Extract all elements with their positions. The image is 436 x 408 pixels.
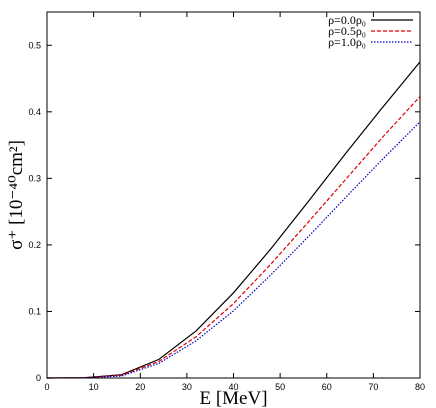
y-axis-label: σ⁺ [10⁻⁴⁰cm²] <box>6 140 27 250</box>
x-tick-label: 70 <box>368 382 378 392</box>
x-tick-label: 40 <box>228 382 238 392</box>
series-line-3 <box>46 121 421 379</box>
plot-frame <box>46 11 421 379</box>
y-tick-label: 0.4 <box>28 107 41 117</box>
series-layer <box>46 61 421 379</box>
y-tick-label: 0.1 <box>28 306 41 316</box>
y-tick-label: 0 <box>36 373 41 383</box>
x-tick-label: 30 <box>182 382 192 392</box>
series-line-1 <box>46 61 421 379</box>
y-tick-label: 0.5 <box>28 40 41 50</box>
x-tick-label: 60 <box>322 382 332 392</box>
legend-label-2: ρ=0.5ρ₀ <box>328 24 366 38</box>
legend-label-1: ρ=0.0ρ₀ <box>328 13 366 27</box>
x-tick-label: 0 <box>44 382 49 392</box>
y-tick-label: 0.3 <box>28 173 41 183</box>
legend-label-3: ρ=1.0ρ₀ <box>328 35 366 49</box>
series-line-2 <box>46 96 421 379</box>
x-tick-label: 50 <box>275 382 285 392</box>
x-axis-label: E [MeV] <box>199 388 267 408</box>
axis-ticks: 0 10 20 30 40 50 60 70 80 0 0.1 0.2 0.3 0.4 0.5 <box>28 12 425 392</box>
y-tick-label: 0.2 <box>28 240 41 250</box>
x-tick-label: 10 <box>89 382 99 392</box>
x-tick-label: 20 <box>135 382 145 392</box>
x-tick-label: 80 <box>415 382 425 392</box>
